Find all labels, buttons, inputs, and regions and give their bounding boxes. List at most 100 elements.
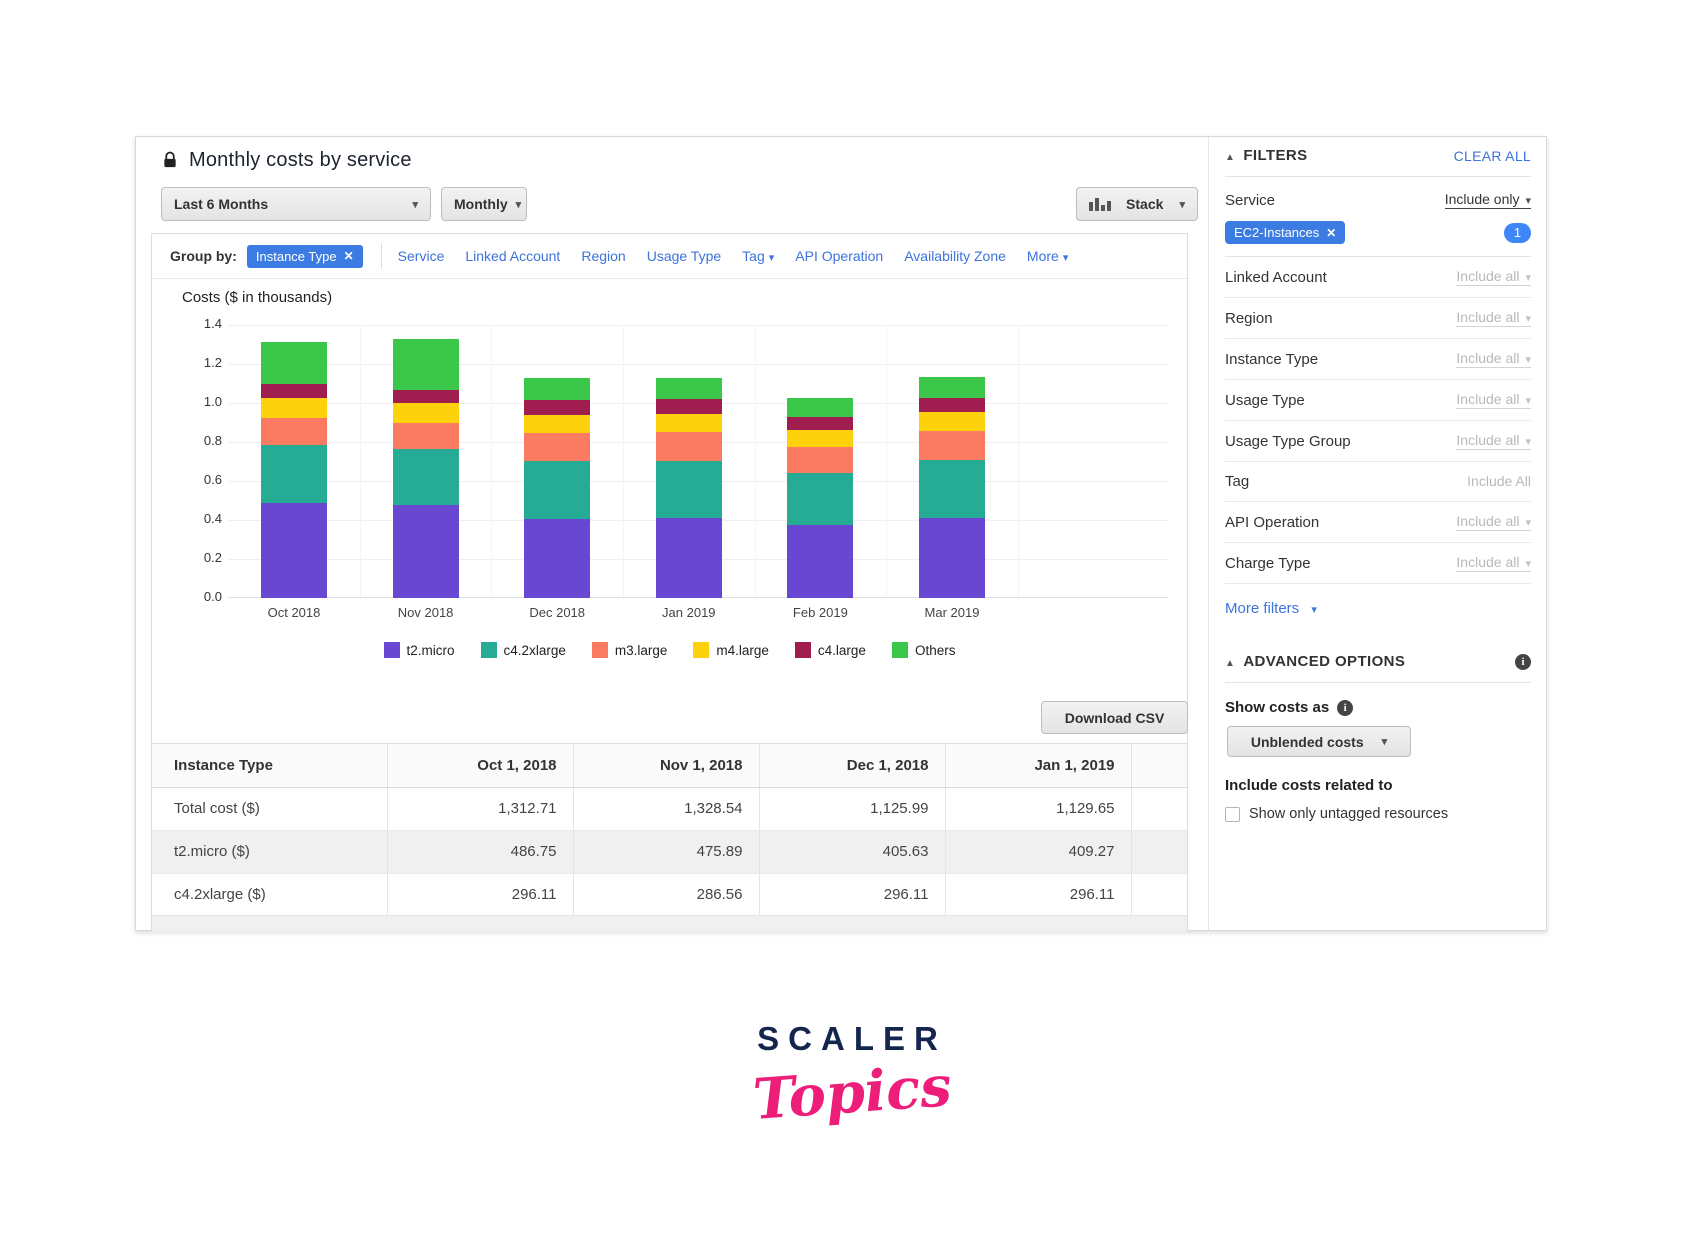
include-all-dropdown[interactable]: Include all ▾ — [1456, 432, 1531, 450]
bar-segment-m3-large[interactable] — [261, 417, 327, 446]
bar-segment-c4-2xlarge[interactable] — [524, 461, 591, 519]
bar-segment-m3-large[interactable] — [919, 431, 985, 460]
granularity-dropdown[interactable]: Monthly ▾ — [441, 187, 527, 221]
bar-segment-m4-large[interactable] — [787, 429, 854, 447]
bar-segment-c4-2xlarge[interactable] — [655, 460, 722, 519]
filters-collapse-toggle[interactable]: ▲ FILTERS — [1225, 147, 1308, 164]
include-all-dropdown[interactable]: Include all ▾ — [1456, 391, 1531, 409]
legend-item-m4-large[interactable]: m4.large — [693, 642, 769, 658]
filter-chip-ec2-instances[interactable]: EC2-Instances ✕ — [1225, 221, 1346, 244]
include-all-dropdown[interactable]: Include All — [1467, 473, 1531, 490]
bar-segment-c4-large[interactable] — [787, 416, 854, 430]
bar-segment-m3-large[interactable] — [787, 446, 854, 474]
legend-item-c4-large[interactable]: c4.large — [794, 642, 866, 658]
bar-segment-t2-micro[interactable] — [261, 503, 327, 598]
untagged-resources-checkbox[interactable] — [1225, 806, 1240, 822]
table-header-cell-empty — [1131, 744, 1187, 788]
more-filters-label: More filters — [1225, 600, 1300, 617]
bar-segment-t2-micro[interactable] — [655, 518, 722, 598]
download-csv-button[interactable]: Download CSV — [1041, 701, 1188, 734]
legend-label: c4.large — [817, 642, 866, 658]
group-by-option-region[interactable]: Region — [581, 248, 626, 264]
group-by-option-usage-type[interactable]: Usage Type — [646, 248, 722, 264]
bar-segment-m3-large[interactable] — [655, 432, 722, 461]
bar-segment-c4-large[interactable] — [655, 399, 722, 414]
group-by-option-service[interactable]: Service — [397, 248, 445, 264]
bar-segment-Others[interactable] — [261, 341, 327, 384]
group-by-option-linked-account[interactable]: Linked Account — [465, 248, 561, 264]
group-by-option-tag[interactable]: Tag ▾ — [742, 248, 775, 264]
group-by-option-availability-zone[interactable]: Availability Zone — [904, 248, 1006, 264]
bar-segment-m3-large[interactable] — [392, 422, 459, 450]
group-by-chip-instance-type[interactable]: Instance Type ✕ — [246, 244, 363, 268]
info-icon[interactable]: i — [1337, 699, 1354, 716]
gridline — [359, 325, 361, 598]
legend-item-c4-2xlarge[interactable]: c4.2xlarge — [480, 642, 566, 658]
filter-label: Service — [1225, 191, 1276, 209]
bar-segment-Others[interactable] — [655, 377, 722, 400]
bar-segment-Others[interactable] — [524, 378, 591, 401]
chart-style-dropdown[interactable]: Stack ▾ — [1076, 187, 1198, 221]
chevron-down-icon: ▾ — [515, 198, 522, 211]
y-axis-tick-label: 1.4 — [203, 316, 222, 331]
chart-legend: t2.micro c4.2xlarge m3.large m4.large c4.lar… — [152, 642, 1187, 658]
bar-segment-m4-large[interactable] — [261, 398, 327, 418]
date-range-dropdown[interactable]: Last 6 Months ▾ — [161, 187, 431, 221]
legend-item-m3-large[interactable]: m3.large — [591, 642, 667, 658]
bar-segment-c4-large[interactable] — [392, 390, 459, 403]
group-by-option-api-operation[interactable]: API Operation — [795, 248, 884, 264]
bar-segment-c4-large[interactable] — [524, 400, 591, 415]
bar-segment-m4-large[interactable] — [524, 414, 591, 434]
bar-segment-m4-large[interactable] — [919, 411, 985, 432]
bar-segment-Others[interactable] — [392, 338, 459, 391]
table-cell: 286.56 — [573, 873, 760, 917]
include-all-dropdown[interactable]: Include all ▾ — [1456, 513, 1531, 531]
bar-segment-m4-large[interactable] — [392, 403, 459, 423]
bar-segment-c4-large[interactable] — [261, 383, 327, 399]
bar-segment-c4-large[interactable] — [919, 398, 985, 412]
more-filters-link[interactable]: More filters ▾ — [1225, 600, 1531, 617]
gridline — [1017, 325, 1019, 598]
bar-segment-m4-large[interactable] — [655, 413, 722, 433]
legend-item-Others[interactable]: Others — [891, 642, 955, 658]
untagged-resources-option: Show only untagged resources — [1225, 806, 1531, 822]
include-all-dropdown[interactable]: Include all ▾ — [1456, 350, 1531, 368]
info-icon[interactable]: i — [1515, 653, 1531, 670]
clear-all-link[interactable]: CLEAR ALL — [1453, 147, 1531, 164]
include-all-dropdown[interactable]: Include all ▾ — [1456, 268, 1531, 286]
bar-segment-c4-2xlarge[interactable] — [919, 459, 985, 519]
filter-label: Linked Account — [1225, 268, 1327, 286]
bar-segment-c4-2xlarge[interactable] — [392, 449, 459, 506]
filter-label: Usage Type Group — [1225, 432, 1351, 450]
table-row: Total cost ($) 1,312.71 1,328.54 1,125.99 1,… — [152, 787, 1187, 831]
table-cell: 475.89 — [573, 830, 760, 874]
table-row: c4.2xlarge ($) 296.11 286.56 296.11 296.11 — [152, 873, 1187, 917]
chevron-down-icon: ▾ — [768, 252, 775, 264]
close-icon[interactable]: ✕ — [1326, 225, 1337, 240]
legend-swatch — [693, 642, 710, 658]
bar-segment-t2-micro[interactable] — [919, 518, 985, 598]
bar-segment-Others[interactable] — [787, 398, 854, 417]
bar-segment-t2-micro[interactable] — [787, 524, 854, 598]
bar-segment-t2-micro[interactable] — [392, 505, 459, 598]
chevron-down-icon: ▾ — [1525, 313, 1531, 325]
scaler-topics-logo: SCALER Topics — [702, 1020, 1002, 1133]
bar-segment-t2-micro[interactable] — [524, 518, 591, 598]
chevron-down-icon: ▾ — [1062, 252, 1069, 264]
legend-label: m4.large — [716, 642, 769, 658]
bar-segment-c4-2xlarge[interactable] — [261, 445, 327, 504]
costs-type-dropdown[interactable]: Unblended costs ▾ — [1227, 726, 1411, 757]
include-all-dropdown[interactable]: Include all ▾ — [1456, 309, 1531, 327]
legend-item-t2-micro[interactable]: t2.micro — [383, 642, 455, 658]
advanced-options-toggle[interactable]: ▲ ADVANCED OPTIONS — [1225, 653, 1405, 670]
group-by-option-more[interactable]: More ▾ — [1026, 248, 1069, 264]
bar-segment-Others[interactable] — [919, 376, 985, 399]
chevron-down-icon: ▾ — [1311, 604, 1317, 616]
bar-segment-c4-2xlarge[interactable] — [787, 473, 854, 525]
chevron-down-icon: ▾ — [1179, 198, 1185, 211]
bar-segment-m3-large[interactable] — [524, 433, 591, 462]
close-icon[interactable]: ✕ — [343, 249, 354, 263]
include-costs-label: Include costs related to — [1225, 777, 1393, 794]
include-all-dropdown[interactable]: Include all ▾ — [1456, 554, 1531, 572]
include-only-dropdown[interactable]: Include only ▾ — [1444, 191, 1531, 209]
